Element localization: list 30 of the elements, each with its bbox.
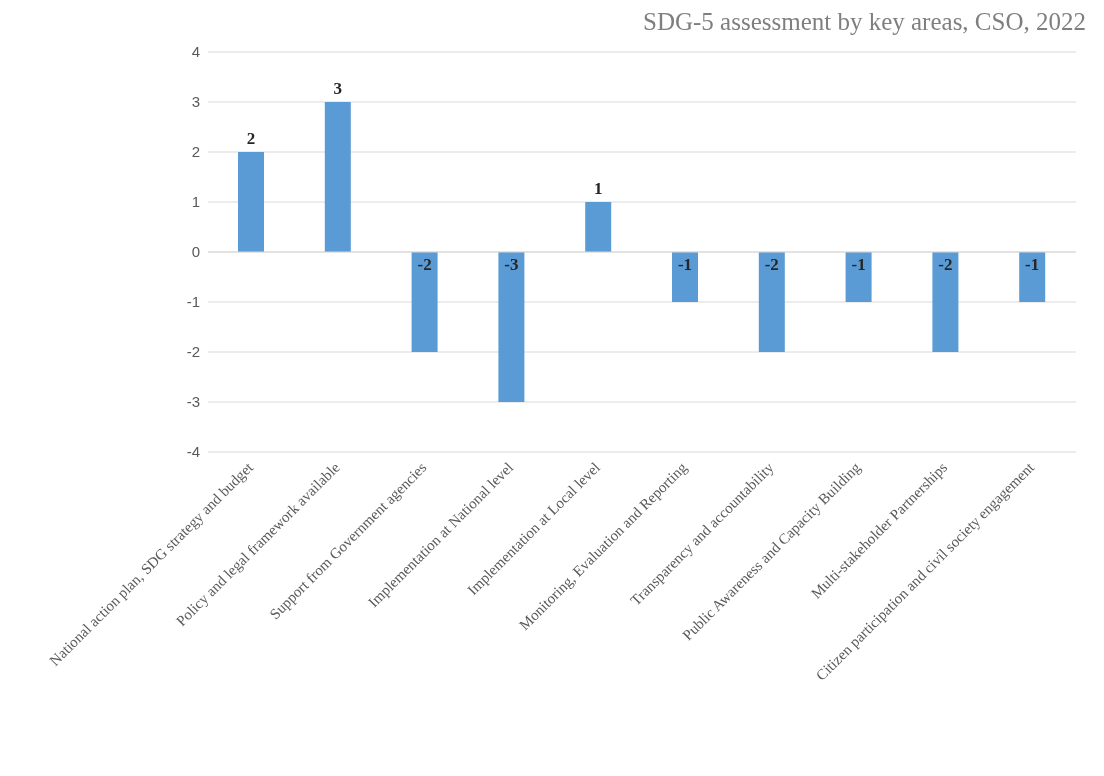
- data-label: -2: [938, 255, 953, 274]
- y-tick-label: -1: [186, 293, 200, 311]
- bar: [585, 202, 612, 252]
- y-tick-label: -3: [186, 393, 200, 411]
- bar: [1019, 252, 1046, 302]
- y-tick-label: 0: [191, 243, 200, 261]
- data-label: -1: [1025, 255, 1040, 274]
- bar: [932, 252, 959, 352]
- y-tick-label: 1: [191, 193, 200, 211]
- data-label: -2: [417, 255, 432, 274]
- chart-title: SDG-5 assessment by key areas, CSO, 2022: [642, 8, 1087, 37]
- data-label: -2: [764, 255, 779, 274]
- bar: [324, 102, 351, 252]
- y-tick-label: 3: [191, 93, 200, 111]
- data-label: 3: [333, 79, 343, 98]
- bar: [845, 252, 872, 302]
- data-label: 1: [593, 179, 603, 198]
- bar: [238, 152, 264, 252]
- data-label: 2: [246, 129, 256, 148]
- bar: [672, 252, 698, 302]
- bar: [411, 252, 438, 352]
- data-label: -1: [851, 255, 866, 274]
- y-tick-label: 4: [191, 43, 200, 61]
- bar: [758, 252, 785, 352]
- y-tick-label: -2: [186, 343, 200, 361]
- y-tick-label: -4: [186, 443, 200, 461]
- bar: [498, 252, 525, 402]
- y-tick-label: 2: [191, 143, 200, 161]
- data-label: -1: [677, 255, 693, 274]
- data-label: -3: [504, 255, 519, 274]
